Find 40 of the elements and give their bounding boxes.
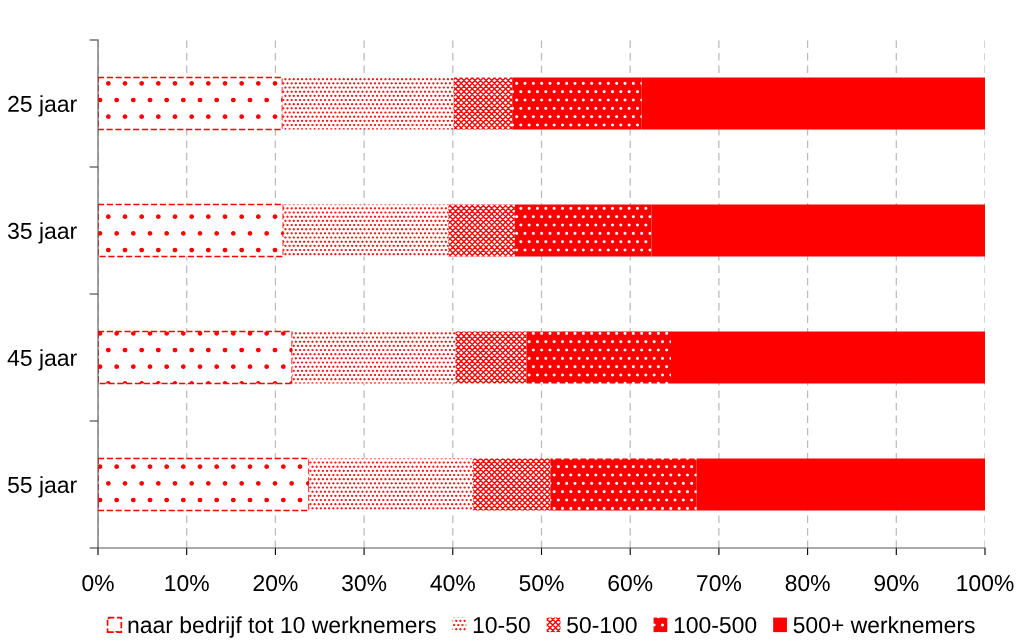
bar [514,204,652,257]
bar [550,458,697,511]
y-tick-label: 35 jaar [7,222,77,244]
legend-label: 10-50 [473,616,530,634]
bar [282,77,454,130]
x-tick-label: 10% [165,574,209,592]
bar [98,330,294,385]
x-tick-label: 40% [430,574,475,592]
bar [526,331,671,384]
legend-label: naar bedrijf tot 10 werknemers [128,616,436,638]
y-tick-label: 55 jaar [8,476,77,498]
bar [453,77,513,130]
x-tick-label: 0% [82,574,114,592]
legend-label: 50-100 [567,616,637,634]
bar [455,331,527,384]
y-tick-label: 25 jaar [8,95,77,117]
bar [98,76,284,131]
legend-label: 100-500 [674,616,757,634]
x-tick-label: 30% [342,574,387,592]
bar [651,204,985,257]
y-tick-label: 45 jaar [7,349,77,371]
bar [696,458,985,511]
x-tick-label: 100% [957,574,1014,592]
x-tick-label: 80% [785,574,830,592]
bar [98,203,285,258]
bar [98,457,310,512]
x-tick-label: 60% [608,574,653,592]
x-tick-label: 90% [874,574,919,592]
bar [292,331,456,384]
x-tick-label: 20% [253,574,298,592]
bar [448,204,515,257]
legend-label: 500+ werknemers [793,616,975,634]
bar [283,204,449,257]
bar [671,331,985,384]
bar [309,458,474,511]
bar [641,77,985,130]
x-tick-label: 70% [697,574,742,592]
bar [473,458,551,511]
x-tick-label: 50% [519,574,564,592]
bar [512,77,642,130]
